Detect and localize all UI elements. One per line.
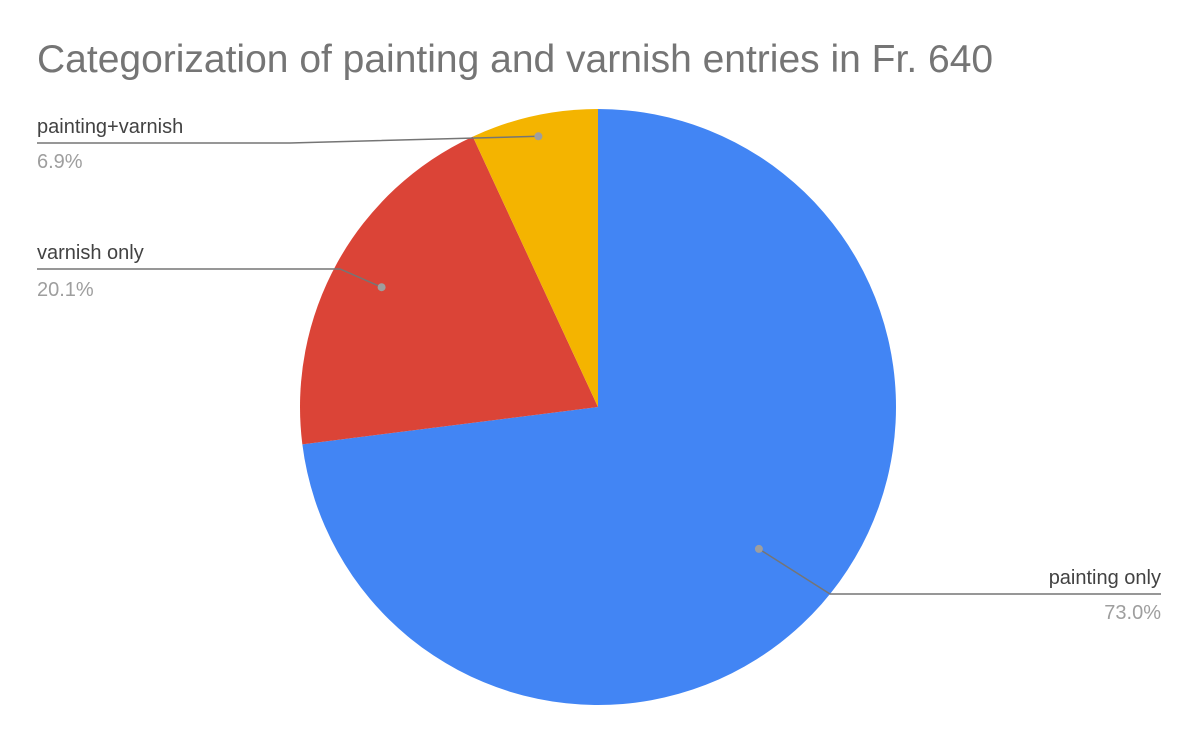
slice-label: painting+varnish xyxy=(37,116,183,138)
pie-slice-varnish-only[interactable] xyxy=(299,136,598,445)
leader-line xyxy=(37,135,539,144)
slice-labels: painting only 73.0% varnish only 20.1% paint… xyxy=(37,116,1161,624)
pie-slice-painting-varnish[interactable] xyxy=(472,109,598,407)
pie-slice-painting-only[interactable] xyxy=(302,109,897,705)
pie-slices xyxy=(299,109,897,705)
slice-percent-label: 73.0% xyxy=(1104,602,1161,624)
leader-dot xyxy=(754,544,763,553)
leader-dot xyxy=(377,283,386,292)
slice-label: painting only xyxy=(1049,567,1161,589)
slice-label: varnish only xyxy=(37,242,144,264)
leader-dot xyxy=(534,132,543,141)
slice-percent-label: 20.1% xyxy=(37,279,94,301)
chart-title: Categorization of painting and varnish e… xyxy=(37,38,994,81)
leader-line xyxy=(758,548,1161,595)
slice-percent-label: 6.9% xyxy=(37,151,83,173)
leader-lines xyxy=(37,132,1161,595)
leader-line xyxy=(37,268,382,288)
